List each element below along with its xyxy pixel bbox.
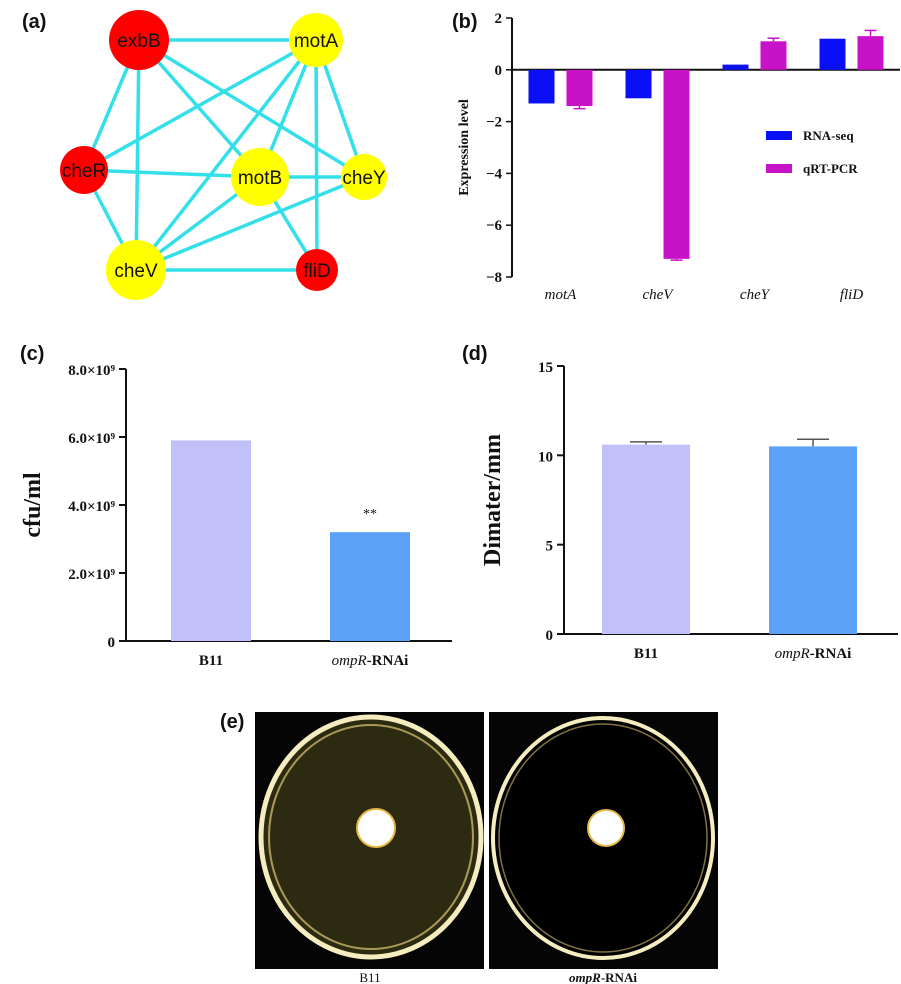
plate-b11-inner-rim	[268, 724, 474, 950]
c-y-tick-label: 8.0×10⁹	[68, 363, 115, 379]
edge-motA-cheV	[134, 38, 318, 272]
node-cheV	[106, 240, 166, 300]
b-bar-RNA-seq-motA	[528, 69, 555, 104]
node-fliD	[296, 249, 338, 291]
c-bar-B11	[171, 440, 251, 641]
b-y-tick-label: −8	[486, 270, 502, 286]
c-x-tick-label-1: ompR-RNAi	[332, 653, 409, 669]
photo-caption-ompr-rnai: ompR-RNAi	[569, 970, 637, 984]
node-label-motB: motB	[238, 168, 282, 189]
node-cheR	[60, 146, 108, 194]
b-y-tick-label: 0	[495, 63, 503, 79]
edge-exbB-motB	[137, 38, 262, 179]
b-bar-qRT-PCR-fliD	[857, 36, 884, 70]
node-label-cheR: cheR	[62, 161, 106, 182]
edge-exbB-cheY	[138, 38, 365, 179]
disc-ompr	[587, 809, 625, 847]
b-bar-RNA-seq-fliD	[819, 38, 846, 70]
edge-cheY-cheV	[135, 175, 365, 272]
edge-cheR-motB	[83, 168, 261, 179]
d-y-tick-label: 15	[538, 360, 553, 376]
b-legend-swatch-qRT-PCR	[766, 164, 792, 173]
b-legend-label-RNA-seq: RNA-seq	[803, 128, 854, 143]
plate-photos: B11 ompR-RNAi	[255, 712, 718, 984]
b-x-tick-label-motA: motA	[545, 287, 578, 303]
network-edges	[82, 38, 366, 272]
node-cheY	[341, 154, 387, 200]
b-bar-RNA-seq-cheY	[722, 64, 749, 70]
d-y-tick-label: 0	[546, 628, 554, 644]
b-y-label: Expression level	[457, 99, 472, 196]
network-diagram: exbB motA cheR motB cheY cheV fliD	[60, 10, 387, 300]
chart-cfu: 0 2.0×10⁹ 4.0×10⁹ 6.0×10⁹ 8.0×10⁹ cfu/ml B11 **…	[20, 363, 452, 669]
c-y-tick-label: 6.0×10⁹	[68, 431, 115, 447]
b-bar-qRT-PCR-cheV	[663, 69, 690, 259]
panel-label-a: (a)	[22, 11, 46, 33]
d-bar-B11	[602, 444, 690, 634]
b-x-tick-label-cheY: cheY	[740, 287, 771, 303]
plate-b11-rim	[258, 714, 484, 960]
plate-ompr-inner-rim	[498, 723, 708, 953]
panel-label-b: (b)	[452, 11, 478, 33]
node-exbB	[109, 10, 169, 70]
node-label-cheV: cheV	[114, 261, 158, 282]
panel-label-c: (c)	[20, 343, 44, 365]
chart-expression-level: 2 0 −2 −4 −6 −8 Expression level motA cheV cheY fl…	[457, 11, 900, 303]
node-label-motA: motA	[294, 31, 339, 52]
panel-label-e: (e)	[220, 711, 244, 733]
c-y-tick-label: 4.0×10⁹	[68, 499, 115, 515]
c-y-tick-label: 2.0×10⁹	[68, 567, 115, 583]
b-y-tick-label: −6	[486, 218, 503, 234]
node-motA	[289, 13, 343, 67]
c-y-label: cfu/ml	[20, 472, 46, 538]
plate-ompr-rim	[491, 716, 715, 960]
network-nodes: exbB motA cheR motB cheY cheV fliD	[60, 10, 387, 300]
b-legend-label-qRT-PCR: qRT-PCR	[803, 161, 858, 176]
c-significance: **	[363, 507, 377, 522]
panel-label-d: (d)	[462, 343, 488, 365]
b-bar-qRT-PCR-cheY	[760, 41, 787, 70]
c-x-tick-label-0: B11	[199, 653, 223, 669]
node-label-cheY: cheY	[342, 168, 386, 189]
d-y-label: Dimater/mm	[480, 434, 506, 566]
disc-b11	[356, 808, 396, 848]
edge-motA-fliD	[314, 39, 319, 271]
c-bar-ompR-RNAi	[330, 532, 410, 641]
b-y-tick-label: −4	[486, 166, 503, 182]
b-x-tick-label-cheV: cheV	[643, 287, 675, 303]
c-y-tick-label: 0	[108, 635, 116, 651]
edge-exbB-cheV	[134, 39, 141, 271]
d-y-tick-label: 5	[546, 539, 554, 555]
b-y-tick-label: −2	[486, 115, 502, 131]
d-x-tick-label-1: ompR-RNAi	[775, 646, 852, 662]
edge-motA-cheR	[83, 38, 317, 172]
b-y-tick-label: 2	[495, 11, 503, 27]
node-motB	[231, 148, 289, 206]
d-y-tick-label: 10	[538, 449, 553, 465]
node-label-fliD: fliD	[303, 261, 330, 282]
chart-diameter: 0 5 10 15 Dimater/mm B11 ompR-RNAi	[480, 360, 898, 662]
d-x-tick-label-0: B11	[634, 646, 658, 662]
b-bar-RNA-seq-cheV	[625, 69, 652, 99]
b-bar-qRT-PCR-motA	[566, 69, 593, 107]
d-bar-ompR-RNAi	[769, 446, 857, 634]
node-label-exbB: exbB	[117, 31, 160, 52]
b-x-tick-label-fliD: fliD	[840, 287, 864, 303]
photo-caption-b11: B11	[359, 970, 380, 984]
b-legend-swatch-RNA-seq	[766, 131, 792, 140]
